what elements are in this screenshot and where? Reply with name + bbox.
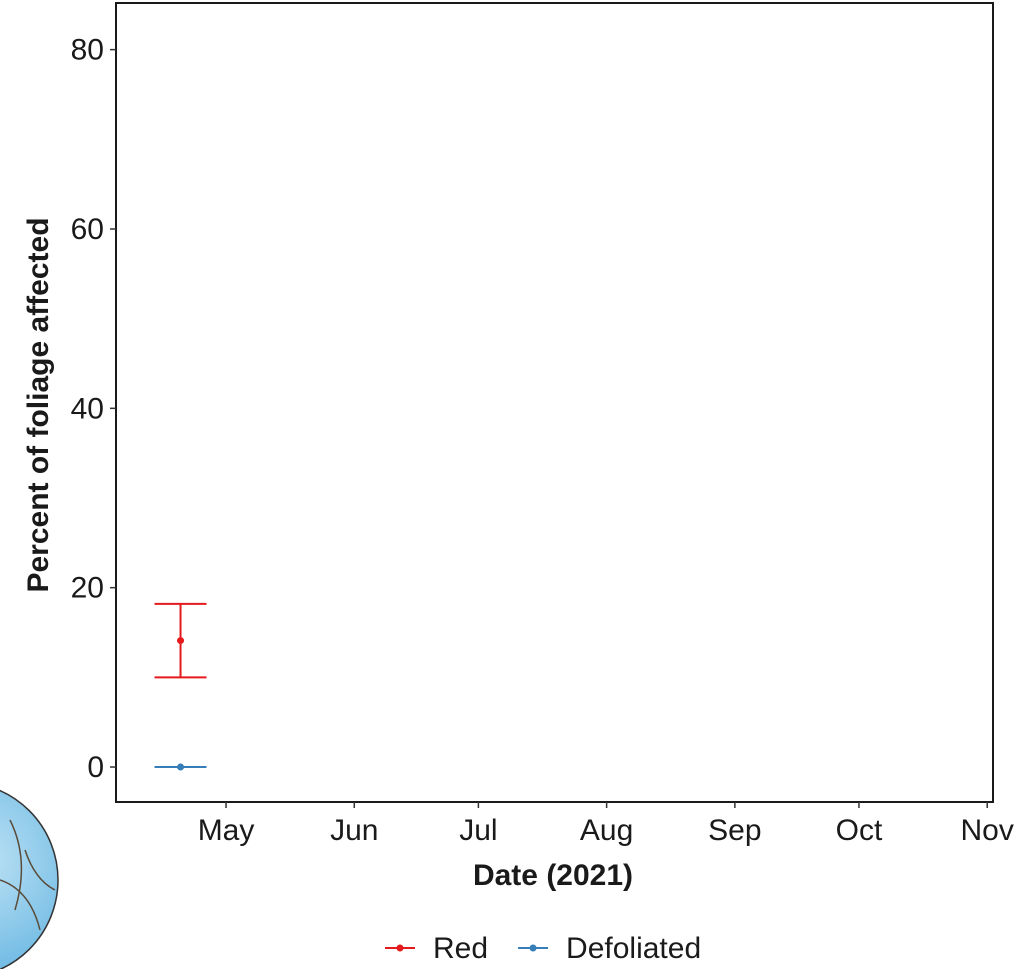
x-axis-title: Date (2021) [473, 859, 633, 892]
plot-panel [116, 3, 993, 802]
y-tick-label: 0 [87, 751, 104, 784]
decor-photo [0, 782, 58, 969]
x-tick-label: Aug [580, 814, 633, 847]
point [177, 637, 184, 644]
x-tick-label: Oct [836, 814, 883, 847]
legend-key-point [397, 945, 404, 952]
x-tick-label: May [198, 814, 255, 847]
y-tick-label: 20 [71, 572, 104, 605]
x-tick-label: Nov [961, 814, 1014, 847]
chart: Date (2021) Percent of foliage affected … [0, 0, 1030, 969]
legend-key-point [530, 945, 537, 952]
x-tick-label: Sep [708, 814, 761, 847]
x-tick-label: Jul [459, 814, 497, 847]
y-tick-label: 80 [71, 34, 104, 67]
y-axis-title: Percent of foliage affected [22, 217, 55, 592]
y-tick-label: 60 [71, 213, 104, 246]
x-tick-label: Jun [330, 814, 378, 847]
y-tick-label: 40 [71, 392, 104, 425]
point [177, 764, 184, 771]
legend-label: Red [433, 932, 488, 965]
legend-label: Defoliated [566, 932, 701, 965]
